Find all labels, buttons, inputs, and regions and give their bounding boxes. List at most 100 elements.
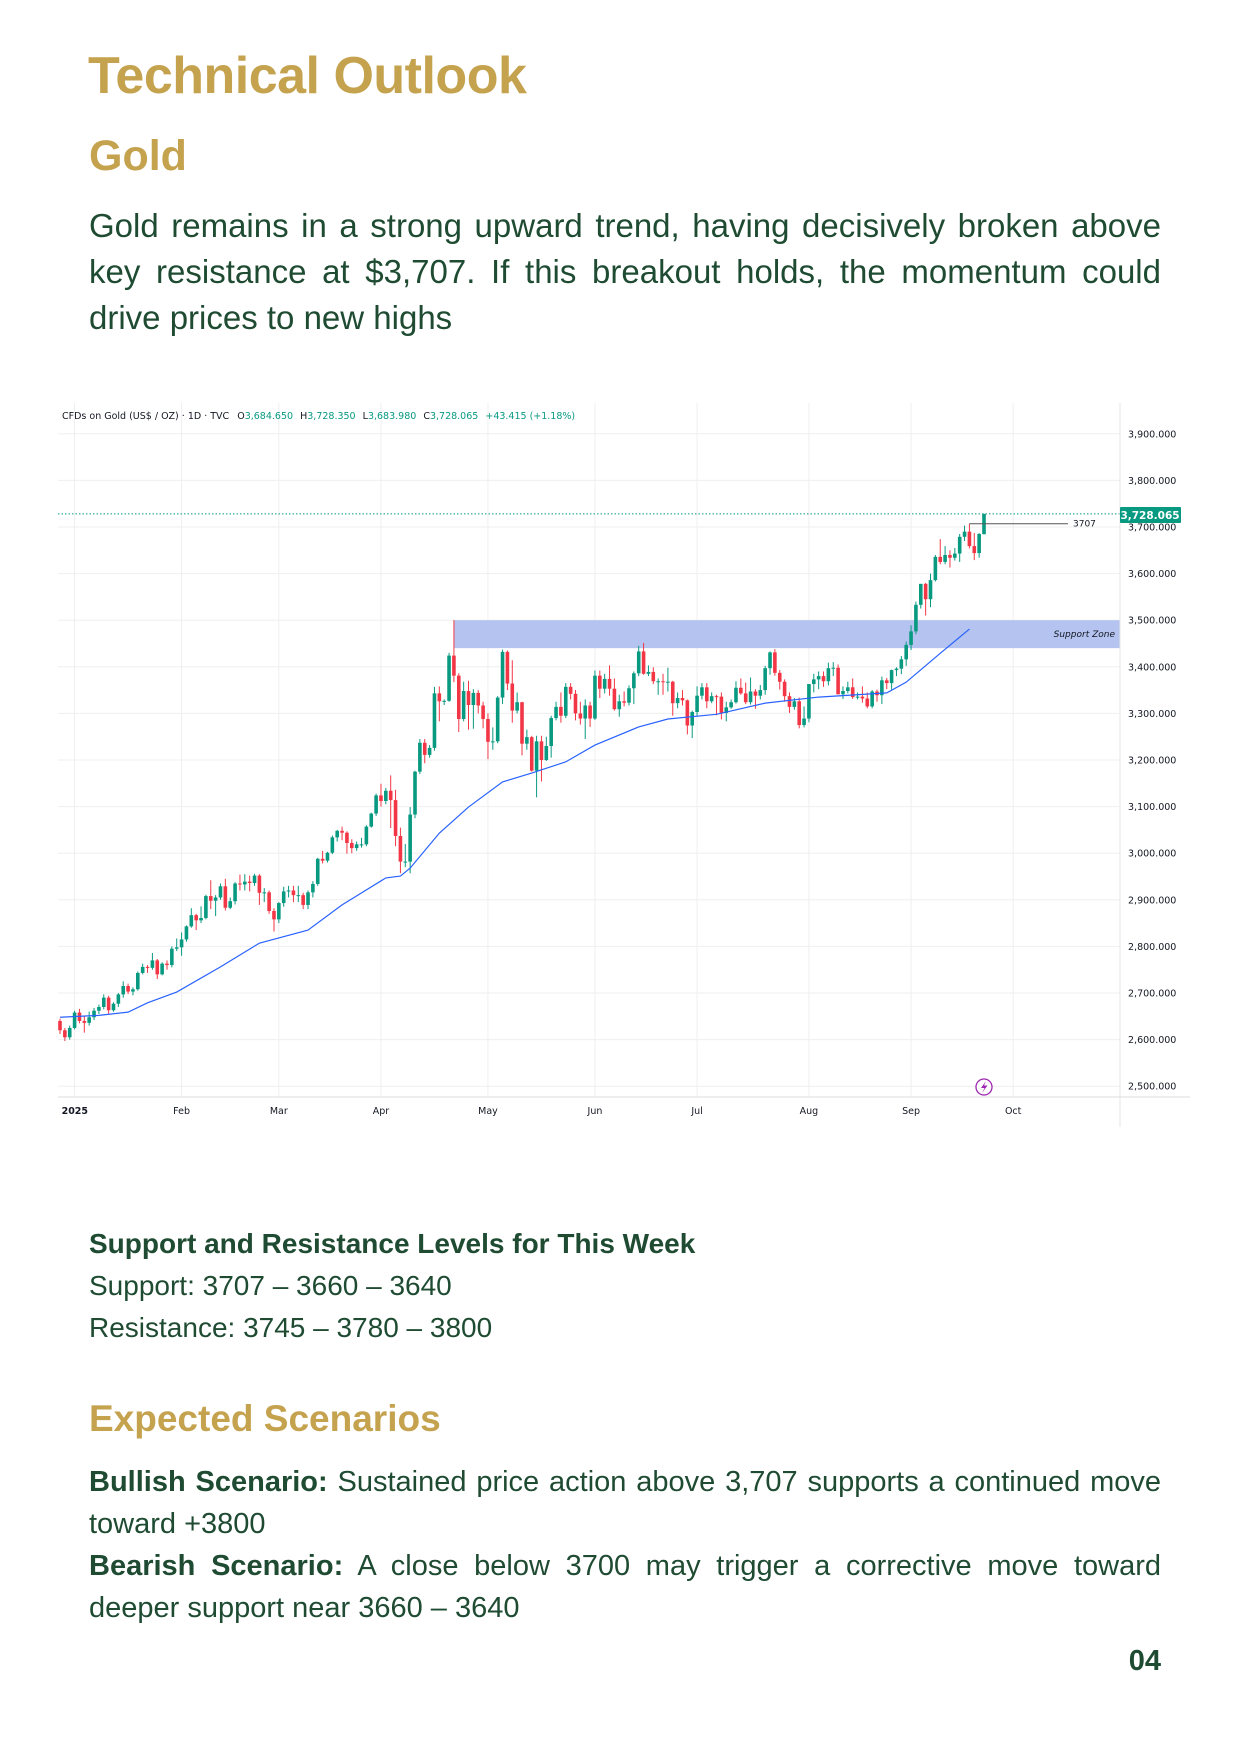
candle-body [58,1020,62,1031]
candle-body [359,844,364,846]
candle-body [296,895,301,897]
candle-body [466,691,471,706]
candle-body [238,883,242,885]
candle-body [870,691,874,707]
candle-body [218,886,223,898]
candle-body [977,533,981,554]
candle-body [281,891,286,904]
candle-body [413,771,417,815]
time-tick-label: Sep [902,1106,920,1117]
resistance-levels: Resistance: 3745 – 3780 – 3800 [89,1312,493,1343]
time-tick-label: Aug [800,1106,819,1117]
candle-body [486,718,490,742]
candle-body [189,915,194,927]
candle-body [345,832,349,843]
candle-body [213,897,218,901]
support-resistance-section: Support and Resistance Levels for This W… [89,1223,1161,1349]
candle-body [617,701,622,710]
candle-body [724,707,729,713]
candle-body [491,741,495,743]
candle-body [204,896,208,918]
bullish-scenario: Bullish Scenario: Sustained price action… [89,1461,1161,1545]
candle-body [666,681,670,683]
candle-body [918,583,923,605]
candle-body [228,901,233,908]
time-tick-label: Feb [173,1106,190,1117]
candle-body [398,835,403,862]
price-axis: 2,500.000 2,600.000 2,700.000 2,800.000 2,90… [1128,429,1176,1092]
price-tick-label: 3,900.000 [1128,429,1176,440]
candle-body [233,883,237,902]
candle-body [505,651,510,684]
candle-body [884,680,889,684]
candle-body [354,844,359,849]
candle-body [846,687,850,692]
candle-body [106,997,111,1011]
candle-body [563,686,568,716]
candle-body [111,1003,116,1011]
candle-body [729,702,733,708]
candle-body [705,687,709,702]
candle-body [889,670,894,684]
candle-body [593,675,597,719]
candle-body [403,861,408,863]
candle-body [651,671,656,682]
candle-body [549,718,553,747]
candle-body [72,1012,77,1028]
candle-body [349,842,354,849]
price-tick-label: 3,700.000 [1128,523,1176,534]
intro-paragraph: Gold remains in a strong upward trend, h… [89,207,1161,336]
high-value: 3,728.350 [307,411,355,422]
price-tick-label: 2,500.000 [1128,1082,1176,1093]
candles [58,513,986,1041]
candle-body [539,741,544,760]
candle-body [272,910,276,920]
close-value: 3,728.065 [430,411,478,422]
candle-body [481,705,485,719]
chart-grid [58,403,1120,1097]
candle-body [743,693,748,703]
candle-body [943,554,947,562]
candle-body [953,553,957,558]
candle-body [758,690,763,696]
candle-body [452,655,456,676]
bearish-text: A close below 3700 may trigger a correct… [89,1550,1161,1624]
section-title-gold: Gold [89,132,187,180]
candle-body [170,948,174,966]
candle-body [520,702,524,744]
candle-body [145,966,150,968]
candle-body [277,903,281,920]
candle-body [612,688,617,710]
candle-body [131,989,135,992]
time-tick-label: Jul [690,1106,702,1117]
candle-body [811,679,816,685]
candle-body [753,691,758,696]
candle-body [174,947,179,949]
last-price-badge [1120,507,1181,523]
lightning-icon[interactable] [975,1078,993,1096]
candle-body [962,531,967,537]
candle-body [325,852,330,861]
candle-body [529,737,534,771]
candle-body [933,556,938,581]
candle-body [894,668,899,671]
candle-body [904,644,908,660]
candle-body [422,742,427,755]
candle-body [476,692,481,706]
candle-body [938,556,943,562]
scenarios: Bullish Scenario: Sustained price action… [89,1461,1161,1629]
candle-body [63,1030,67,1038]
candle-body [578,713,583,719]
candle-body [573,693,578,714]
page-number: 04 [1128,1645,1161,1677]
time-tick-label: Oct [1005,1106,1022,1117]
candle-body [957,536,962,554]
candle-body [559,706,563,716]
candle-body [301,895,305,905]
bullish-label: Bullish Scenario: [89,1466,328,1498]
candle-body [495,697,500,742]
bearish-label: Bearish Scenario: [89,1550,344,1582]
candle-body [831,667,836,669]
change-value: +43.415 (+1.18%) [485,411,575,422]
price-tick-label: 3,300.000 [1128,709,1176,720]
